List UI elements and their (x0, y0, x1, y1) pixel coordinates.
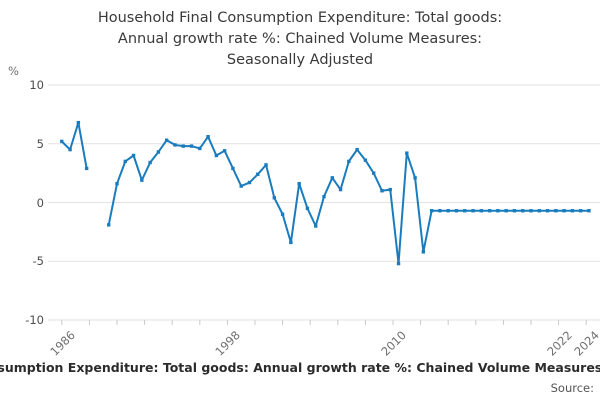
data-point-marker (504, 209, 508, 213)
data-point-marker (131, 153, 136, 158)
data-point-marker (446, 209, 450, 213)
data-point-marker (322, 194, 326, 199)
data-point-marker (454, 209, 459, 213)
data-point-marker (554, 209, 558, 213)
source-label: Source: (550, 381, 594, 395)
data-point-marker (297, 182, 301, 186)
data-series-layer (60, 120, 591, 266)
y-tick-label: -10 (25, 313, 44, 327)
data-point-marker (371, 171, 376, 175)
data-point-marker (148, 160, 152, 165)
data-point-marker (562, 209, 566, 213)
data-point-marker (587, 209, 591, 213)
y-tick-label: 5 (36, 136, 44, 151)
data-point-marker (578, 209, 583, 213)
data-point-marker (222, 149, 227, 153)
data-point-marker (421, 250, 426, 254)
data-point-marker (363, 158, 368, 162)
data-point-marker (529, 209, 533, 213)
data-point-marker (496, 209, 500, 213)
series-line (60, 121, 88, 170)
data-point-marker (198, 146, 202, 151)
data-point-marker (189, 144, 194, 148)
y-axis-unit-label: % (8, 64, 19, 78)
data-point-marker (280, 212, 285, 216)
chart-title: Household Final Consumption Expenditure:… (97, 10, 503, 68)
data-point-marker (84, 166, 89, 171)
data-point-marker (413, 176, 417, 180)
data-point-marker (164, 138, 169, 142)
footer-caption-text: Household Final Consumption Expenditure:… (0, 360, 600, 375)
series-line (107, 135, 590, 265)
data-point-marker (396, 261, 401, 266)
data-point-marker (347, 159, 351, 164)
plot-area (48, 80, 600, 325)
gridlines (48, 84, 600, 321)
data-point-marker (206, 135, 210, 139)
data-point-marker (272, 196, 277, 200)
data-point-marker (289, 240, 293, 245)
data-point-marker (487, 209, 492, 213)
data-point-marker (512, 209, 517, 213)
data-point-marker (239, 184, 243, 188)
data-point-marker (330, 176, 334, 180)
data-point-marker (123, 159, 127, 164)
data-point-marker (305, 206, 310, 211)
data-point-marker (181, 144, 185, 148)
data-point-marker (156, 150, 161, 154)
data-point-marker (264, 163, 268, 167)
data-point-marker (521, 209, 525, 213)
data-point-marker (256, 172, 260, 176)
data-point-marker (68, 147, 72, 152)
footer-caption: Household Final Consumption Expenditure:… (0, 360, 600, 375)
data-point-marker (76, 120, 81, 125)
data-point-marker (570, 209, 575, 213)
data-point-marker (214, 153, 219, 158)
y-tick-label: 10 (29, 78, 44, 92)
data-point-marker (405, 151, 409, 155)
y-axis-tick-labels: 10 5 0 -5 -10 (0, 0, 44, 400)
data-point-marker (338, 187, 343, 192)
data-point-marker (140, 178, 144, 182)
data-point-marker (545, 209, 550, 213)
data-point-marker (438, 209, 442, 213)
data-point-marker (479, 209, 484, 213)
data-point-marker (247, 180, 252, 185)
data-point-marker (231, 166, 235, 171)
data-point-marker (173, 143, 177, 147)
data-point-marker (380, 189, 384, 193)
y-tick-label: -5 (32, 254, 44, 269)
data-point-marker (429, 209, 434, 213)
data-point-marker (537, 209, 541, 213)
data-point-marker (314, 224, 318, 228)
data-point-marker (388, 187, 392, 192)
line-chart-svg (48, 84, 600, 325)
data-point-marker (355, 147, 359, 152)
x-axis-tick-marks (61, 320, 587, 325)
data-point-marker (107, 223, 111, 227)
data-point-marker (471, 209, 475, 213)
data-point-marker (463, 209, 467, 213)
data-point-marker (115, 182, 119, 186)
y-tick-label: 0 (36, 195, 44, 210)
data-point-marker (60, 139, 64, 144)
